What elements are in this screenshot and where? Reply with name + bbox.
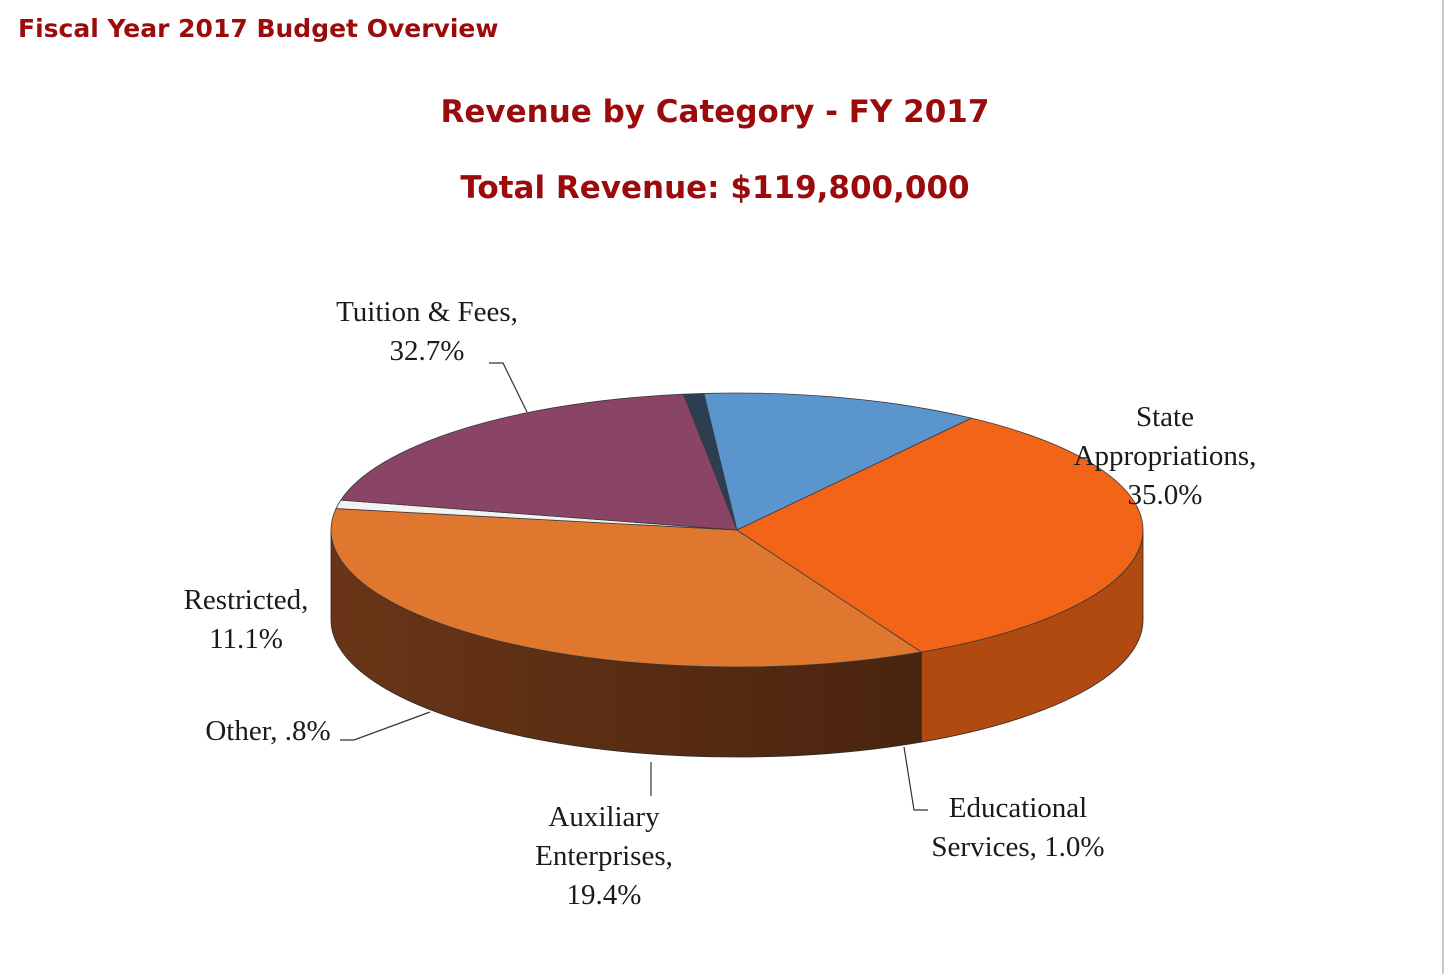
chart-subtitle: Total Revenue: $119,800,000 <box>460 170 970 206</box>
page-edge <box>1442 0 1444 974</box>
leader-line-3 <box>340 711 431 741</box>
page-title: Fiscal Year 2017 Budget Overview <box>18 14 499 43</box>
slice-label-3: Other, .8% <box>205 715 330 747</box>
chart-title: Revenue by Category - FY 2017 <box>440 94 990 130</box>
leader-line-5 <box>489 362 528 413</box>
pie-slice-0 <box>330 508 922 668</box>
slice-label-4: Restricted, 11.1% <box>184 584 309 655</box>
pie-slice-4 <box>703 392 972 531</box>
pie-tops <box>330 392 1144 668</box>
pie-slice-2 <box>340 393 738 531</box>
pie-slice-5 <box>736 417 1144 653</box>
leader-line-1 <box>903 746 928 811</box>
slice-label-2: Auxiliary Enterprises, 19.4% <box>535 801 673 911</box>
pie-labels: State Appropriations, 35.0% Educational Serv… <box>184 296 1257 911</box>
pie-leaders <box>340 362 928 811</box>
slice-label-1: Educational Services, 1.0% <box>931 792 1104 863</box>
slice-label-5: Tuition & Fees, 32.7% <box>336 296 518 367</box>
slice-label-0: State Appropriations, 35.0% <box>1074 401 1257 511</box>
